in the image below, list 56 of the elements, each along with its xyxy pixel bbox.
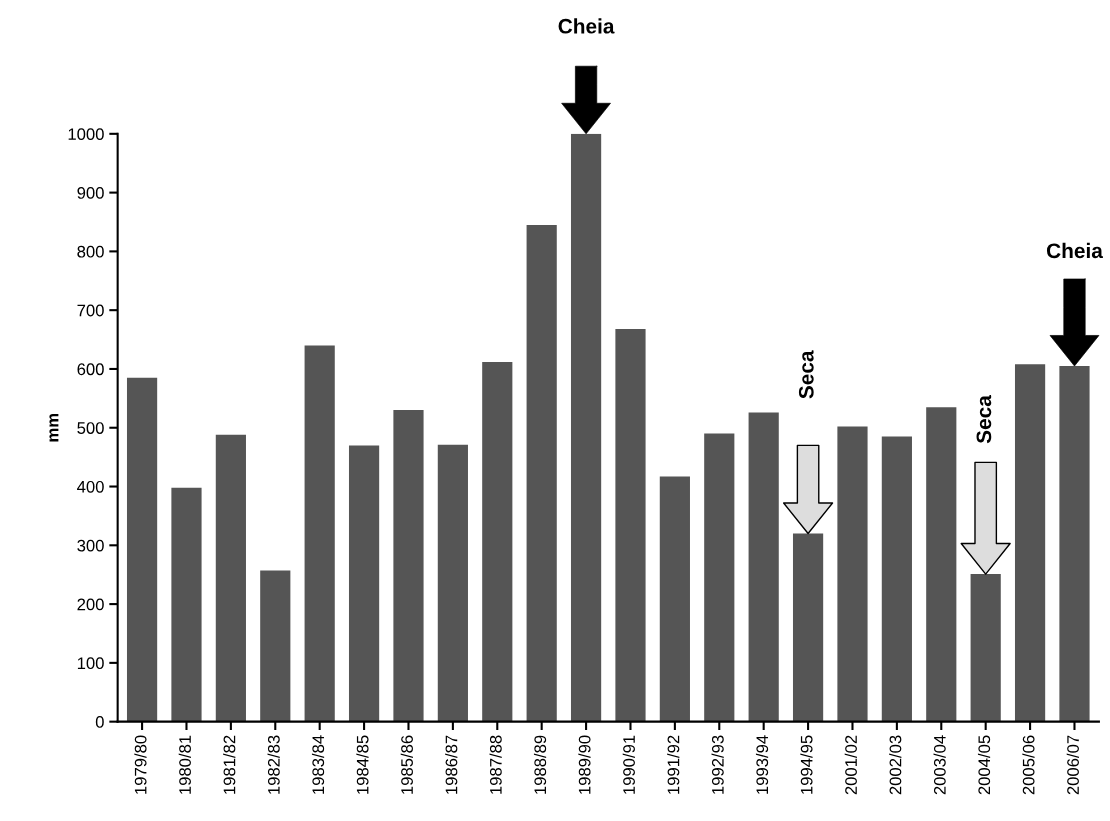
bar — [171, 487, 202, 722]
bar — [659, 476, 690, 722]
x-tick-label: 1989/90 — [578, 735, 591, 794]
x-tick-label: 2006/07 — [1066, 735, 1079, 795]
bar — [881, 436, 912, 722]
y-tick-label: 500 — [77, 422, 104, 434]
x-tick-label: 2005/06 — [1022, 735, 1035, 795]
bar — [837, 426, 868, 722]
y-tick-label: 400 — [77, 480, 104, 493]
y-tick-label: 600 — [77, 363, 104, 376]
bar — [615, 328, 646, 722]
bar — [126, 377, 158, 722]
y-axis-title: mm — [49, 413, 59, 442]
annotation: Cheia — [1046, 242, 1103, 259]
x-tick-label: 2003/04 — [933, 735, 946, 795]
x-tick-label: 1985/86 — [400, 735, 413, 794]
bar — [1014, 364, 1046, 722]
x-tick-label: 2004/05 — [977, 735, 991, 795]
x-tick-label: 1988/89 — [533, 735, 547, 794]
x-tick-label: 1994/95 — [800, 735, 813, 794]
x-tick-label: 1986/87 — [445, 735, 458, 794]
bar — [304, 345, 335, 722]
text: Cheia — [558, 18, 615, 34]
bar — [393, 410, 424, 722]
bar — [260, 570, 291, 722]
x-tick-label: 1983/84 — [311, 735, 325, 794]
x-tick-label: 1991/92 — [667, 735, 680, 794]
x-tick-label: 2002/03 — [889, 735, 902, 795]
bar — [704, 433, 735, 722]
y-tick-label: 100 — [77, 657, 104, 670]
x-tick-label: 1979/80 — [134, 735, 147, 794]
x-tick-label: 1987/88 — [489, 735, 502, 794]
y-tick-label: 900 — [77, 187, 104, 199]
bar — [482, 361, 513, 722]
x-tick-label: 1982/83 — [267, 735, 280, 794]
bar — [526, 224, 557, 722]
x-tick-label: 1990/91 — [622, 735, 635, 794]
y-tick-label: 200 — [77, 598, 104, 611]
annotation: Seca — [798, 350, 814, 399]
bar — [215, 434, 246, 722]
bar — [926, 407, 957, 722]
y-tick-label: 800 — [77, 245, 104, 258]
y-tick-label: 1000 — [68, 128, 104, 141]
x-tick-label: 1993/94 — [755, 735, 769, 794]
y-tick-label: 300 — [77, 539, 104, 552]
x-tick-label: 1992/93 — [711, 735, 724, 794]
x-tick-label: 1980/81 — [178, 735, 191, 794]
y-tick-label: 0 — [95, 716, 104, 728]
bar — [437, 444, 468, 722]
x-tick-label: 1981/82 — [223, 735, 236, 794]
bar — [348, 445, 380, 722]
annotation: Seca — [976, 395, 992, 444]
y-tick-label: 700 — [77, 304, 104, 317]
x-tick-label: 1984/85 — [356, 735, 369, 794]
x-tick-label: 2001/02 — [844, 735, 857, 795]
bar — [748, 412, 779, 722]
